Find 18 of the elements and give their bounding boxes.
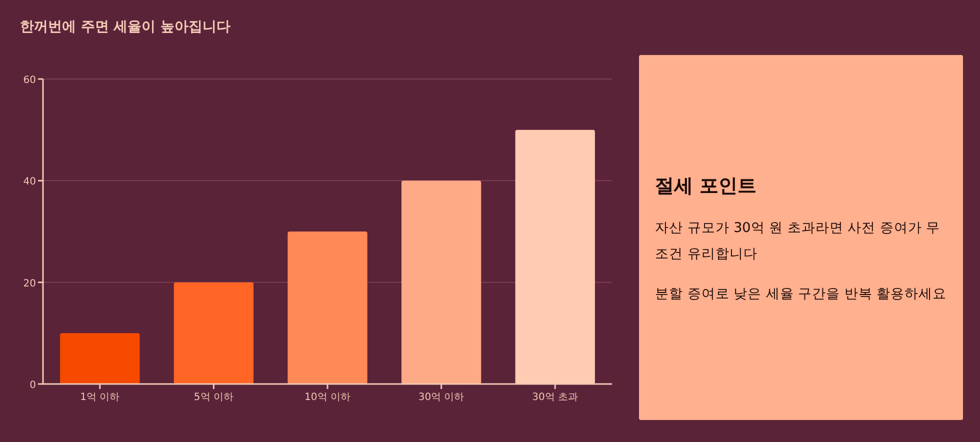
text: 절세 포인트 [655,174,758,199]
bar [515,130,595,384]
y-tick-label: 60 [23,75,36,86]
x-tick-label: 30억 이하 [418,392,464,403]
y-tick-label: 20 [23,278,36,290]
x-tick-label: 10억 이하 [304,392,350,403]
x-tick-label: 5억 이하 [194,392,234,403]
bar [174,282,254,384]
x-tick-label: 1억 이하 [80,392,120,403]
y-tick-label: 0 [30,380,36,391]
bar [401,180,482,384]
bar [60,333,140,384]
text: 분할 증여로 낮은 세율 구간을 반복 활용하세요 [655,285,947,304]
x-tick-label: 30억 초과 [532,392,578,403]
y-tick-label: 40 [23,176,36,188]
bar [288,232,368,384]
text: 자산 규모가 30억 원 초과라면 사전 증여가 무조건 유리합니다 [655,219,942,264]
chart-title: 한꺼번에 주면 세율이 높아집니다 [20,19,231,35]
